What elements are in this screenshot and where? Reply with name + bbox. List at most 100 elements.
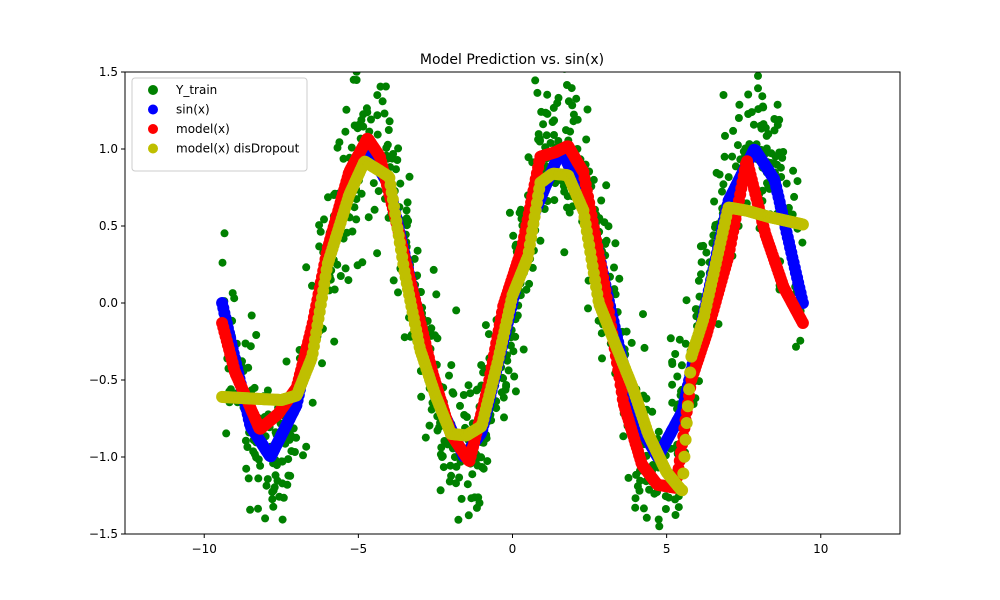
train-point (370, 62, 378, 70)
legend-marker (148, 143, 158, 154)
train-point (380, 109, 389, 118)
train-point (365, 64, 373, 72)
train-point (396, 179, 405, 188)
y-tick-label: 1.0 (99, 142, 118, 156)
train-point (252, 453, 261, 462)
train-point (798, 238, 807, 247)
legend-label: Y_train (175, 83, 217, 97)
train-point (694, 276, 703, 285)
train-point (287, 447, 296, 456)
train-point (373, 249, 382, 258)
train-point (353, 261, 362, 270)
train-point (472, 386, 481, 395)
x-tick-label: 0 (509, 542, 517, 556)
x-tick-label: 5 (663, 542, 671, 556)
train-point (615, 274, 624, 283)
train-point (668, 380, 677, 389)
series-point (683, 383, 696, 396)
train-point (427, 405, 436, 414)
train-point (402, 206, 411, 215)
train-point (244, 474, 253, 483)
train-point (582, 135, 591, 144)
train-point (383, 140, 392, 149)
train-point (569, 117, 578, 126)
train-point (363, 108, 372, 117)
train-point (734, 43, 742, 51)
train-point (393, 156, 402, 164)
train-point (536, 236, 545, 245)
train-point (263, 475, 272, 484)
train-point (389, 150, 398, 158)
train-point (459, 391, 468, 399)
legend-box (131, 77, 308, 172)
train-point (604, 222, 613, 231)
train-point (759, 120, 768, 129)
train-point (462, 413, 471, 421)
train-point (719, 91, 728, 99)
legend-marker (148, 124, 158, 134)
train-point (549, 103, 558, 112)
train-point (272, 461, 281, 470)
train-point (665, 556, 673, 564)
series-point (684, 366, 697, 379)
train-point (537, 107, 546, 116)
train-point (642, 513, 651, 522)
train-point (504, 366, 513, 375)
train-point (598, 354, 606, 363)
train-point (531, 76, 540, 85)
x-axis: −10 −5 0 5 10 (192, 534, 828, 556)
train-point (392, 165, 400, 174)
train-point (789, 166, 798, 175)
train-point (747, 108, 756, 117)
train-point (308, 398, 317, 407)
train-point (697, 270, 705, 279)
train-point (302, 442, 311, 451)
train-point (775, 115, 784, 124)
train-point (389, 276, 398, 285)
train-point (653, 536, 661, 544)
train-point (497, 388, 506, 397)
train-point (246, 342, 255, 351)
train-point (302, 263, 311, 272)
series-point (678, 450, 691, 463)
train-point (447, 361, 456, 370)
series-point (796, 218, 809, 231)
train-point (339, 154, 348, 163)
train-point (299, 451, 307, 460)
train-point (378, 97, 387, 106)
train-point (453, 535, 461, 543)
train-point (602, 236, 611, 245)
series-point (680, 417, 693, 429)
train-point (733, 141, 742, 150)
train-point (456, 401, 464, 410)
train-point (364, 213, 373, 222)
train-point (510, 372, 519, 381)
train-point (341, 127, 350, 136)
train-point (550, 131, 558, 139)
train-point (413, 246, 422, 255)
train-point (702, 248, 711, 257)
train-point (677, 361, 686, 370)
train-point (710, 197, 719, 206)
train-point (572, 94, 581, 103)
train-point (539, 120, 548, 129)
train-point (436, 486, 445, 495)
train-point (279, 493, 288, 502)
train-point (262, 481, 271, 490)
train-point (793, 177, 802, 186)
x-tick-label: −10 (192, 542, 217, 556)
train-point (758, 92, 767, 101)
train-point (542, 131, 551, 140)
train-point (790, 192, 799, 201)
train-point (432, 290, 441, 299)
train-point (445, 477, 454, 486)
train-point (243, 443, 252, 451)
train-point (361, 30, 369, 38)
train-point (671, 511, 680, 519)
train-point (481, 321, 490, 330)
train-point (405, 172, 414, 181)
train-point (347, 143, 356, 152)
train-point (534, 130, 543, 139)
x-tick-label: −5 (350, 542, 368, 556)
train-point (611, 239, 620, 248)
